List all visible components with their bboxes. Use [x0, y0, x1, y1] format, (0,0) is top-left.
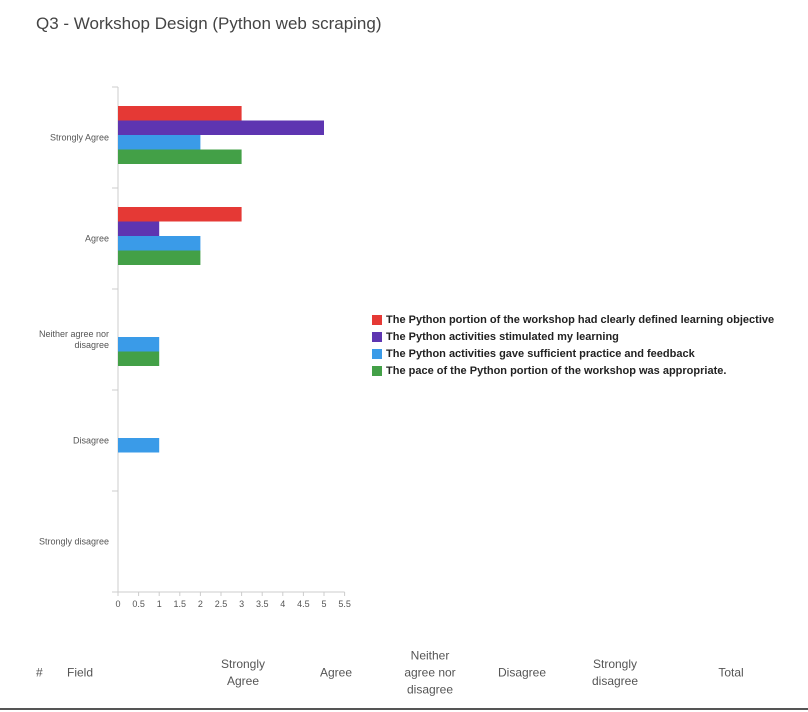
- column-header-number: #: [36, 665, 43, 682]
- column-header-line: Neither: [394, 648, 466, 665]
- legend-swatch: [372, 349, 382, 359]
- category-label: Agree: [85, 234, 109, 244]
- category-label: disagree: [74, 340, 109, 350]
- legend-label: The Python portion of the workshop had c…: [386, 314, 774, 326]
- category-label: Disagree: [73, 436, 109, 446]
- column-header-strongly-disagree: Strongly disagree: [580, 656, 650, 690]
- column-header-agree: Agree: [312, 665, 360, 682]
- bar: [118, 121, 324, 136]
- chart-legend: The Python portion of the workshop had c…: [372, 311, 774, 379]
- x-tick-label: 3.5: [256, 599, 269, 609]
- legend-label: The Python activities stimulated my lear…: [386, 331, 619, 343]
- x-tick-label: 3: [239, 599, 244, 609]
- legend-swatch: [372, 332, 382, 342]
- column-header-line: disagree: [580, 673, 650, 690]
- x-tick-label: 1: [157, 599, 162, 609]
- category-label: Strongly Agree: [50, 133, 109, 143]
- bar: [118, 222, 159, 237]
- bar: [118, 251, 200, 266]
- x-tick-label: 4: [280, 599, 285, 609]
- column-header-line: disagree: [394, 682, 466, 699]
- bar: [118, 106, 242, 121]
- legend-swatch: [372, 366, 382, 376]
- legend-item: The Python portion of the workshop had c…: [372, 311, 774, 328]
- category-label: Neither agree nor: [39, 329, 109, 339]
- question-title: Q3 - Workshop Design (Python web scrapin…: [36, 14, 382, 34]
- column-header-field: Field: [67, 665, 93, 682]
- legend-swatch: [372, 315, 382, 325]
- bar-chart: Strongly Agree Agree Neither agree nordisa…: [0, 60, 420, 620]
- column-header-strongly-agree: Strongly Agree: [208, 656, 278, 690]
- results-table-header: # Field Strongly Agree Agree Neither agr…: [0, 642, 808, 704]
- bar: [118, 352, 159, 367]
- x-tick-label: 2.5: [215, 599, 228, 609]
- bar: [118, 207, 242, 222]
- x-tick-label: 5.5: [338, 599, 351, 609]
- x-tick-label: 4.5: [297, 599, 310, 609]
- x-tick-label: 0.5: [132, 599, 145, 609]
- x-tick-label: 5: [321, 599, 326, 609]
- column-header-line: agree nor: [394, 665, 466, 682]
- column-header-disagree: Disagree: [490, 665, 554, 682]
- bar: [118, 438, 159, 453]
- bar: [118, 236, 200, 251]
- legend-label: The pace of the Python portion of the wo…: [386, 365, 726, 377]
- legend-label: The Python activities gave sufficient pr…: [386, 348, 695, 360]
- bar: [118, 337, 159, 352]
- category-label: Strongly disagree: [39, 537, 109, 547]
- legend-item: The pace of the Python portion of the wo…: [372, 362, 774, 379]
- x-tick-label: 1.5: [174, 599, 187, 609]
- column-header-neither: Neither agree nor disagree: [394, 648, 466, 699]
- column-header-total: Total: [708, 665, 754, 682]
- legend-item: The Python activities stimulated my lear…: [372, 328, 774, 345]
- bar: [118, 150, 242, 165]
- bar: [118, 135, 200, 150]
- x-tick-label: 0: [115, 599, 120, 609]
- x-tick-label: 2: [198, 599, 203, 609]
- column-header-line: Agree: [208, 673, 278, 690]
- column-header-line: Strongly: [208, 656, 278, 673]
- table-divider: [0, 708, 808, 710]
- legend-item: The Python activities gave sufficient pr…: [372, 345, 774, 362]
- column-header-line: Strongly: [580, 656, 650, 673]
